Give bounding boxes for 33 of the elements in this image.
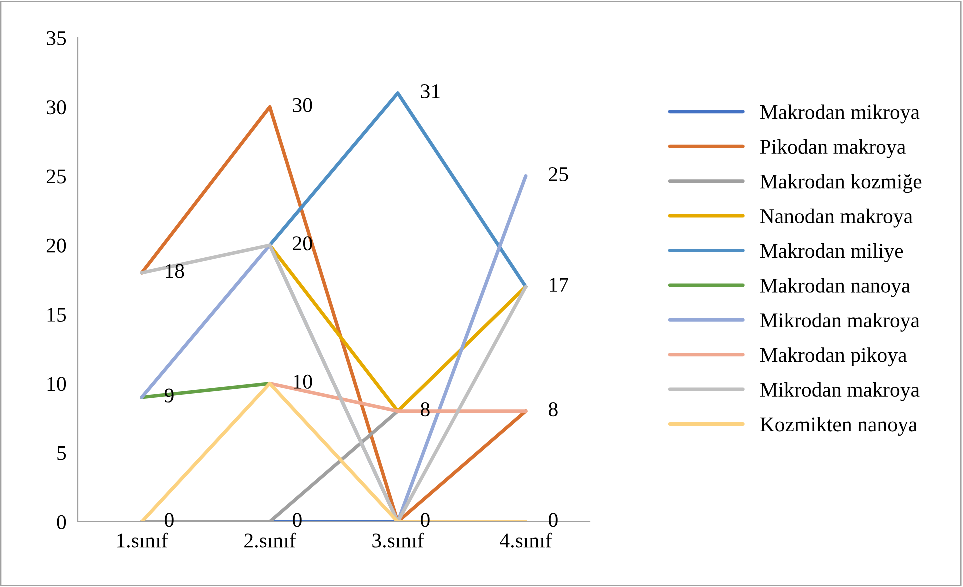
legend-label: Mikrodan makroya	[760, 382, 920, 402]
legend-label: Makrodan pikoya	[760, 348, 908, 367]
legend-label: Pikodan makroya	[760, 139, 906, 158]
data-label: 30	[293, 98, 312, 112]
data-label: 0	[549, 513, 558, 528]
y-tick-label: 5	[58, 446, 66, 460]
data-label: 31	[421, 84, 440, 99]
data-label: 8	[421, 402, 430, 417]
data-label: 10	[294, 374, 312, 389]
y-tick-label: 0	[57, 515, 66, 530]
data-label: 0	[165, 513, 174, 528]
x-tick-label: 1.sınıf	[118, 532, 168, 548]
x-tick-label: 2.sınıf	[244, 532, 296, 548]
legend-label: Makrodan miliye	[760, 244, 904, 263]
x-tick-label: 3.sınıf	[372, 532, 424, 548]
y-tick-label: 30	[47, 100, 66, 115]
data-label: 18	[166, 264, 184, 278]
legend-label: Makrodan nanoya	[760, 278, 910, 298]
legend-label: Makrodan mikroya	[760, 104, 920, 124]
y-tick-label: 10	[48, 377, 66, 392]
legend-label: Makrodan kozmiğe	[760, 174, 922, 194]
x-tick-label: 4.sınıf	[500, 532, 552, 548]
legend-label: Nanodan makroya	[760, 208, 913, 228]
data-label: 8	[549, 402, 558, 417]
y-tick-label: 15	[48, 308, 66, 322]
legend-label: Kozmikten nanoya	[760, 417, 918, 436]
y-tick-label: 20	[46, 238, 66, 253]
data-label: 25	[549, 168, 568, 182]
y-tick-label: 35	[47, 31, 66, 46]
data-label: 0	[421, 513, 430, 528]
data-label: 17	[550, 278, 568, 292]
y-tick-label: 25	[46, 170, 66, 184]
legend-label: Mikrodan makroya	[760, 312, 920, 332]
